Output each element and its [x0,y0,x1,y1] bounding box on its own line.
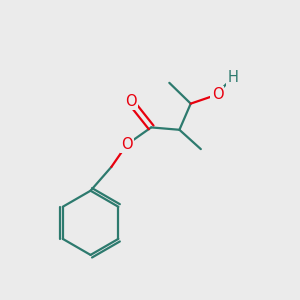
Text: H: H [227,70,239,85]
Text: O: O [125,94,137,109]
Text: O: O [212,87,223,102]
Text: O: O [121,137,133,152]
